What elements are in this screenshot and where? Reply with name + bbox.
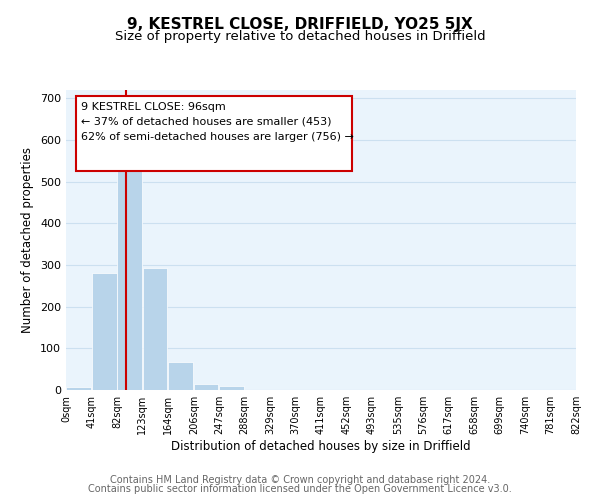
Bar bbox=[193, 384, 218, 390]
X-axis label: Distribution of detached houses by size in Driffield: Distribution of detached houses by size … bbox=[171, 440, 471, 453]
Text: Size of property relative to detached houses in Driffield: Size of property relative to detached ho… bbox=[115, 30, 485, 43]
Bar bbox=[168, 362, 193, 390]
Text: 9 KESTREL CLOSE: 96sqm
← 37% of detached houses are smaller (453)
62% of semi-de: 9 KESTREL CLOSE: 96sqm ← 37% of detached… bbox=[82, 102, 354, 142]
Text: Contains HM Land Registry data © Crown copyright and database right 2024.: Contains HM Land Registry data © Crown c… bbox=[110, 475, 490, 485]
Text: 9, KESTREL CLOSE, DRIFFIELD, YO25 5JX: 9, KESTREL CLOSE, DRIFFIELD, YO25 5JX bbox=[127, 18, 473, 32]
Text: Contains public sector information licensed under the Open Government Licence v3: Contains public sector information licen… bbox=[88, 484, 512, 494]
FancyBboxPatch shape bbox=[76, 96, 352, 171]
Bar bbox=[143, 268, 167, 390]
Bar bbox=[117, 156, 142, 390]
Bar bbox=[67, 387, 91, 390]
Bar bbox=[92, 274, 116, 390]
Y-axis label: Number of detached properties: Number of detached properties bbox=[22, 147, 34, 333]
Bar bbox=[219, 386, 244, 390]
